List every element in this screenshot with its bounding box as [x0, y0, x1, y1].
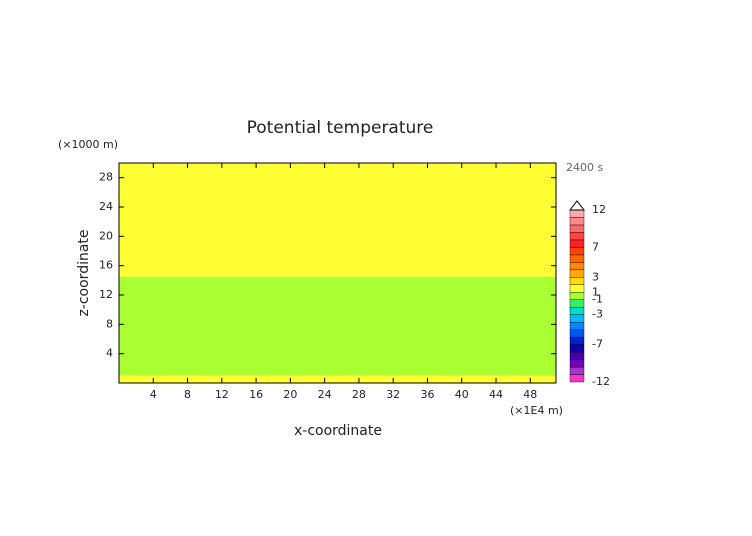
x-tick-label: 24 [318, 388, 332, 401]
field-region [119, 276, 556, 376]
x-tick-label: 12 [215, 388, 229, 401]
x-tick-label: 4 [150, 388, 157, 401]
colorbar-label: -1 [592, 293, 603, 306]
colorbar-swatch [569, 224, 585, 233]
y-tick-label: 8 [106, 317, 113, 330]
colorbar-extension [568, 200, 586, 211]
colorbar-swatch [569, 292, 585, 300]
x-tick-label: 32 [386, 388, 400, 401]
colorbar-label: -12 [592, 375, 610, 388]
colorbar-swatch [569, 247, 585, 256]
y-tick-label: 16 [99, 259, 113, 272]
colorbar-label: 3 [592, 270, 599, 283]
x-tick-label: 44 [489, 388, 503, 401]
field-region [119, 163, 556, 277]
x-tick-label: 28 [352, 388, 366, 401]
x-unit: (×1E4 m) [510, 404, 563, 417]
colorbar-swatch [569, 284, 585, 293]
colorbar-swatch [569, 307, 585, 315]
y-tick-label: 28 [99, 171, 113, 184]
colorbar-swatch [569, 351, 585, 360]
colorbar-swatch [569, 329, 585, 338]
colorbar-swatch [569, 209, 585, 218]
colorbar-label: 7 [592, 240, 599, 253]
colorbar-label: -7 [592, 338, 603, 351]
x-tick-label: 40 [455, 388, 469, 401]
colorbar-swatch [569, 232, 585, 241]
colorbar-swatch [569, 321, 585, 330]
x-tick-label: 36 [420, 388, 434, 401]
colorbar-swatch [569, 262, 585, 271]
colorbar-swatch [569, 344, 585, 353]
colorbar-swatch [569, 277, 585, 285]
colorbar-swatch [569, 269, 585, 278]
colorbar-swatch [569, 239, 585, 248]
colorbar-swatch [569, 299, 585, 308]
colorbar-label: 12 [592, 203, 606, 216]
x-tick-label: 48 [523, 388, 537, 401]
colorbar-swatch [569, 314, 585, 323]
colorbar-swatch [569, 359, 585, 368]
colorbar-swatch [569, 366, 585, 375]
chart-title: Potential temperature [247, 118, 434, 138]
y-tick-label: 4 [106, 347, 113, 360]
y-tick-label: 24 [99, 200, 113, 213]
colorbar-label: 1 [592, 285, 599, 298]
x-axis-label: x-coordinate [294, 423, 382, 439]
y-axis-label: z-coordinate [76, 229, 92, 316]
y-tick-label: 20 [99, 229, 113, 242]
colorbar-swatch [569, 336, 585, 345]
time-label: 2400 s [566, 161, 603, 174]
colorbar-label: -3 [592, 308, 603, 321]
colorbar-swatch [569, 217, 585, 226]
x-tick-label: 20 [283, 388, 297, 401]
y-tick-label: 12 [99, 288, 113, 301]
field-region [119, 375, 556, 383]
x-tick-label: 8 [184, 388, 191, 401]
colorbar-swatch [569, 254, 585, 263]
y-unit: (×1000 m) [58, 138, 118, 151]
plot-frame [118, 162, 557, 384]
x-tick-label: 16 [249, 388, 263, 401]
colorbar-swatch [569, 374, 585, 383]
